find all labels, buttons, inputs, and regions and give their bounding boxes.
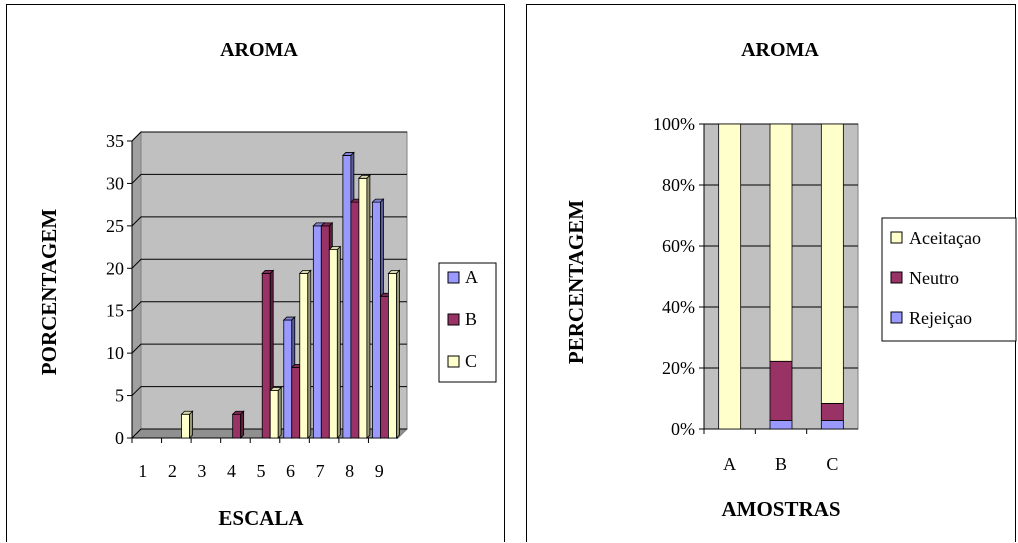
x-tick-label: A	[723, 454, 736, 474]
legend-box	[881, 217, 1017, 342]
bar-side	[277, 386, 282, 439]
y-tick-label: 20%	[662, 358, 695, 378]
legend-label: B	[465, 309, 477, 329]
bar-side	[366, 174, 371, 439]
bar-front	[312, 225, 322, 439]
bar-front	[261, 272, 271, 439]
bar-side	[307, 269, 312, 439]
legend: A B C	[438, 262, 497, 383]
y-tick-label: 0%	[671, 419, 695, 439]
right-chart-panel: AROMA PERCENTAGEM AMOSTRAS 0% 20% 40% 60% 80…	[526, 4, 1017, 542]
left-chart: AROMA PORCENTAGEM ESCALA 051015202530351…	[37, 39, 497, 530]
bar-front	[283, 319, 293, 439]
gridline	[131, 131, 407, 142]
bar-front	[320, 225, 330, 439]
right-chart: AROMA PERCENTAGEM AMOSTRAS 0% 20% 40% 60% 80…	[564, 39, 1017, 521]
legend-swatch-Aceitaçao	[890, 231, 903, 244]
y-tick-label: 10	[106, 343, 124, 363]
bar-front	[291, 367, 301, 439]
y-axis-title: PORCENTAGEM	[37, 209, 61, 376]
bar-C-6	[298, 269, 312, 439]
legend-label: Neutro	[909, 268, 959, 288]
x-tick-label: 9	[375, 461, 384, 481]
plot-side-wall	[131, 130, 142, 440]
bar-front	[388, 272, 397, 439]
y-tick-label: 100%	[653, 114, 695, 134]
bar-Neutro-B	[769, 360, 793, 421]
bar-C-8	[357, 174, 371, 439]
bar-front	[342, 155, 352, 439]
chart-title: AROMA	[741, 39, 819, 61]
legend-swatch-Rejeiçao	[890, 311, 903, 324]
legend-label: Rejeiçao	[909, 308, 972, 328]
bar-B-4	[231, 410, 245, 439]
x-tick-label: 4	[227, 461, 236, 481]
x-tick-label: 3	[197, 461, 206, 481]
bar-Neutro-C	[820, 402, 844, 421]
bar-C-7	[328, 245, 342, 439]
bar-Rejeiçao-B	[769, 420, 793, 430]
y-tick-label: 5	[115, 386, 124, 406]
y-tick-label: 15	[106, 301, 124, 321]
y-tick-label: 20	[106, 258, 124, 278]
gridline	[131, 173, 407, 184]
legend: Aceitaçao Neutro Rejeiçao	[881, 217, 1017, 342]
bar-C-5	[269, 386, 283, 439]
bar-front	[372, 201, 381, 439]
x-tick-label: 8	[345, 461, 354, 481]
bar-C-9	[387, 269, 401, 439]
gridline	[131, 216, 407, 227]
x-tick-label: 5	[257, 461, 266, 481]
y-tick-label: 30	[106, 173, 124, 193]
bar-front	[181, 413, 190, 439]
legend-label: C	[465, 351, 477, 371]
legend-swatch-Neutro	[890, 271, 903, 284]
legend-label: A	[465, 267, 478, 287]
bar-Aceitaçao-A	[718, 123, 742, 430]
bar-Rejeiçao-C	[820, 420, 844, 430]
bar-front	[299, 272, 309, 439]
y-tick-label: 40%	[662, 297, 695, 317]
x-tick-label: 7	[316, 461, 325, 481]
bar-front	[232, 413, 242, 439]
x-axis-title: ESCALA	[218, 506, 304, 530]
x-tick-label: 2	[168, 461, 177, 481]
y-axis-title: PERCENTAGEM	[564, 200, 588, 364]
y-tick-label: 80%	[662, 175, 695, 195]
y-tick-label: 35	[106, 131, 124, 151]
bar-C-2	[180, 410, 194, 439]
x-tick-label: 6	[286, 461, 295, 481]
chart-title: AROMA	[220, 39, 298, 61]
y-tick-label: 0	[115, 428, 124, 448]
x-tick-label: 1	[138, 461, 147, 481]
x-tick-label: C	[826, 454, 838, 474]
legend-label: Aceitaçao	[909, 228, 981, 248]
bar-front	[380, 295, 389, 439]
x-axis-title: AMOSTRAS	[721, 497, 840, 521]
left-chart-panel: AROMA PORCENTAGEM ESCALA 0 5 10 15 20 25 30 35 1…	[6, 4, 505, 542]
bar-front	[358, 177, 368, 439]
bar-front	[328, 249, 338, 439]
legend-swatch-A	[447, 271, 460, 284]
y-tick-label: 25	[106, 216, 124, 236]
bar-side	[336, 245, 341, 439]
bar-side	[396, 269, 400, 439]
x-tick-label: B	[775, 454, 787, 474]
y-tick-label: 60%	[662, 236, 695, 256]
legend-swatch-B	[447, 313, 460, 326]
bar-side	[189, 410, 193, 439]
legend-swatch-C	[447, 355, 460, 368]
bar-front	[350, 201, 360, 439]
bar-Aceitaçao-B	[769, 123, 793, 362]
bar-front	[269, 390, 279, 439]
bar-Aceitaçao-C	[820, 123, 844, 404]
bar-side	[240, 410, 245, 439]
